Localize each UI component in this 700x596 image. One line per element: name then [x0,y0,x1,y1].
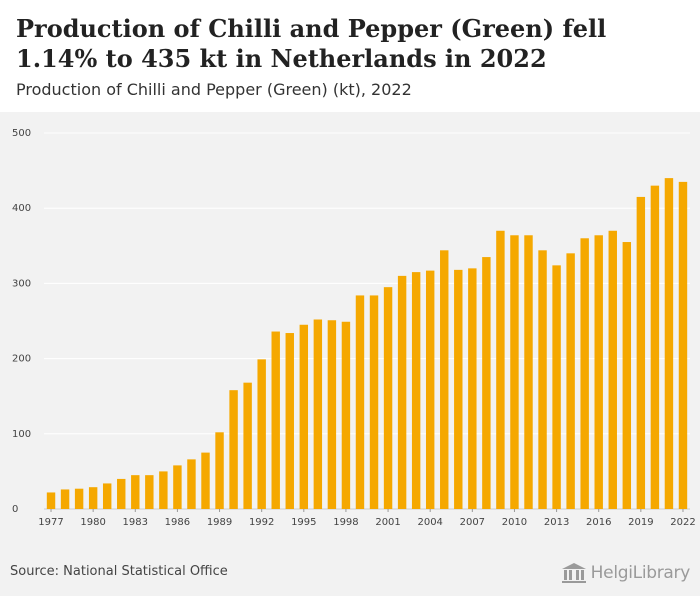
y-tick-label: 0 [12,504,18,515]
x-tick-label: 2016 [586,517,611,528]
bar-1995 [299,324,309,509]
bar-2020 [650,185,660,509]
bar-2001 [383,287,393,509]
bar-1988 [201,452,210,509]
chart-subtitle: Production of Chilli and Pepper (Green) … [16,80,412,99]
bar-2009 [496,230,505,509]
bar-1999 [355,295,365,509]
bar-2000 [369,295,379,509]
bar-1992 [257,359,266,509]
bar-1978 [60,489,70,509]
y-tick-label: 100 [12,429,31,440]
bar-2014 [566,253,575,509]
bar-2019 [636,196,646,510]
bar-1979 [74,488,84,509]
bar-1994 [285,333,294,509]
x-tick-label: 1983 [123,517,148,528]
y-tick-label: 400 [12,203,31,214]
chart-footer: Source: National Statistical Office Helg… [0,552,700,596]
x-tick-label: 2004 [417,517,442,528]
y-tick-label: 200 [12,354,31,365]
bar-1981 [102,483,112,509]
bar-2005 [440,250,449,509]
bar-2013 [552,265,561,509]
x-tick-label: 2019 [628,517,653,528]
bar-chart: 0 100 200 300 400 500 1977 1980 1983 1986 1989 1992… [12,128,696,528]
chart-area: 0 100 200 300 400 500 1977 1980 1983 1986 1989 1992… [0,112,700,552]
bar-2021 [664,178,674,509]
bar-2004 [425,270,435,509]
bar-2002 [397,275,407,509]
bar-1980 [88,487,98,509]
x-tick-label: 2007 [460,517,485,528]
bar-1983 [131,475,140,509]
bar-1986 [173,465,182,509]
x-tick-label: 2001 [375,517,400,528]
bar-1991 [243,382,252,509]
bar-1977 [46,492,56,509]
source-note: Source: National Statistical Office [10,564,228,579]
bar-2015 [580,238,589,509]
bar-2017 [608,230,617,509]
helgi-library-logo: HelgiLibrary [561,560,690,586]
bar-2011 [524,235,533,509]
bar-1993 [271,331,280,509]
bar-1989 [215,432,224,509]
bar-2012 [538,250,547,509]
x-tick-label: 1986 [165,517,190,528]
bar-2010 [510,235,519,509]
bar-1982 [117,478,126,509]
x-tick-label: 1989 [207,517,232,528]
x-tick-label: 1992 [249,517,274,528]
bar-2003 [411,272,421,509]
bar-1997 [327,320,337,509]
bar-2016 [594,235,603,509]
bar-2008 [482,257,491,509]
bar-2007 [468,268,477,509]
logo-text: HelgiLibrary [590,563,691,583]
y-tick-label: 300 [12,278,31,289]
chart-title: Production of Chilli and Pepper (Green) … [16,14,607,73]
bar-1998 [341,321,351,509]
chart-header: Production of Chilli and Pepper (Green) … [0,0,700,112]
x-tick-label: 2013 [544,517,569,528]
x-tick-label: 1998 [333,517,358,528]
library-building-icon [561,563,586,583]
bar-2018 [622,242,632,510]
bar-1987 [187,459,196,509]
x-tick-label: 2010 [502,517,527,528]
y-tick-label: 500 [12,128,31,139]
bar-2022 [678,181,688,509]
x-tick-label: 1995 [291,517,316,528]
x-tick-label: 1977 [38,517,63,528]
bar-1996 [313,319,323,509]
bar-2006 [454,269,463,509]
bar-1985 [159,471,168,509]
bar-1990 [229,390,238,509]
bar-1984 [145,475,154,509]
x-tick-label: 1980 [80,517,105,528]
x-tick-label: 2022 [670,517,695,528]
